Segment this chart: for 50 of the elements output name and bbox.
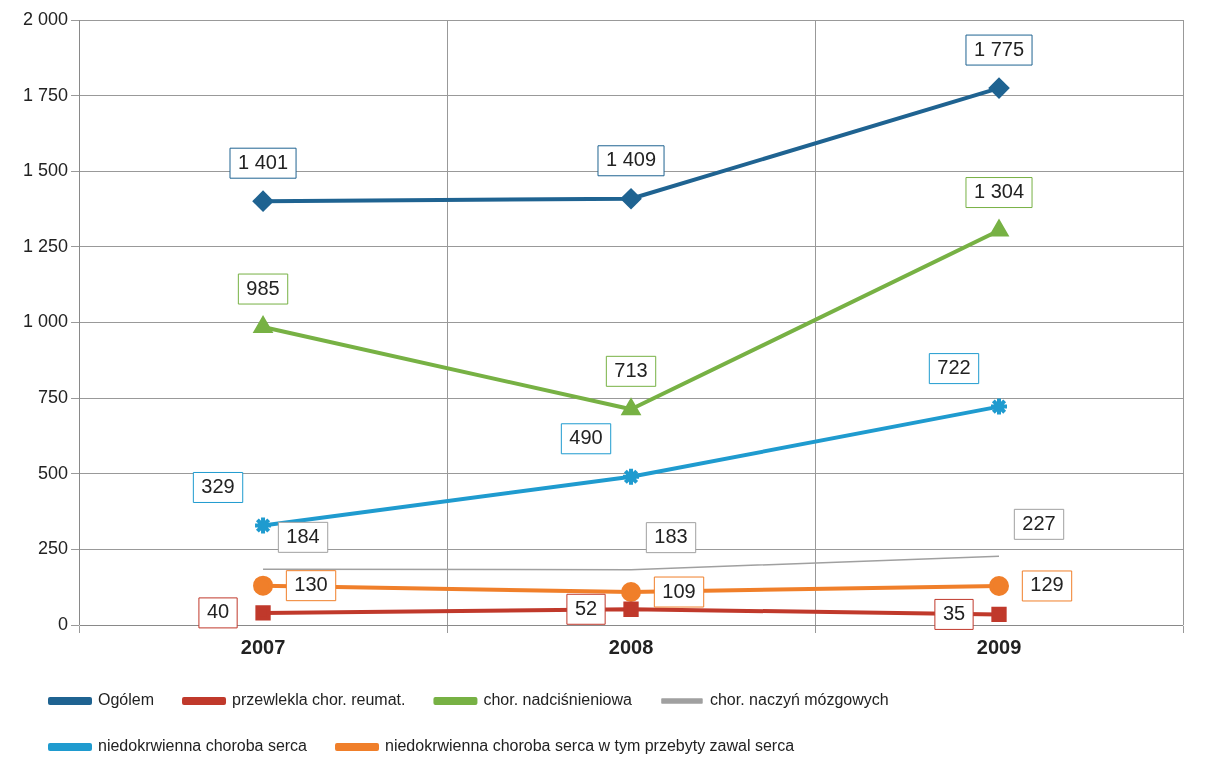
point [621, 582, 642, 603]
data-label: 329 [201, 474, 235, 497]
x-tick-label: 2009 [976, 635, 1022, 658]
data-label: 52 [574, 596, 598, 619]
y-tick-label: 250 [38, 538, 69, 559]
legend-label: niedokrwienna choroba serca [98, 737, 308, 755]
y-tick-label: 0 [58, 613, 69, 634]
point [622, 399, 640, 416]
data-label: 129 [1030, 573, 1064, 596]
y-tick-label: 1 750 [23, 84, 69, 105]
data-label: 227 [1022, 511, 1056, 534]
legend-label: przewlekla chor. reumat. [232, 691, 406, 709]
point [621, 466, 642, 487]
data-label: 35 [942, 601, 966, 624]
point [989, 78, 1010, 99]
legend-label: niedokrwienna choroba serca w tym przebyty zawal serca [385, 737, 795, 755]
data-label: 985 [246, 276, 280, 299]
legend-label: chor. nadciśnieniowa [483, 691, 633, 709]
data-label: 40 [206, 600, 230, 623]
point [254, 317, 272, 334]
data-label: 722 [937, 356, 971, 379]
point [991, 606, 1007, 623]
point [989, 396, 1010, 417]
x-tick-label: 2007 [240, 635, 286, 658]
y-tick-label: 1 500 [23, 160, 69, 181]
data-label: 130 [294, 573, 328, 596]
data-label: 184 [286, 524, 320, 547]
x-tick-label: 2008 [608, 635, 654, 658]
data-label: 1 409 [605, 148, 657, 171]
data-label: 1 775 [973, 37, 1025, 60]
data-label: 490 [569, 426, 603, 449]
point [623, 601, 639, 617]
point [621, 188, 642, 209]
y-tick-label: 500 [38, 462, 69, 483]
data-label: 1 304 [973, 180, 1025, 203]
y-tick-label: 750 [38, 387, 69, 408]
legend-label: Ogólem [98, 691, 155, 709]
data-label: 713 [614, 358, 648, 381]
legend-label: chor. naczyń mózgowych [709, 691, 889, 709]
data-label: 183 [654, 525, 688, 548]
point [253, 575, 274, 596]
y-tick-label: 2 000 [23, 8, 69, 29]
point [255, 605, 271, 621]
point [253, 515, 274, 536]
y-tick-label: 1 250 [23, 235, 69, 256]
y-tick-label: 1 000 [23, 311, 69, 332]
data-label: 109 [662, 579, 696, 602]
data-label: 1 401 [238, 150, 289, 173]
point [989, 575, 1010, 596]
point [253, 191, 274, 212]
